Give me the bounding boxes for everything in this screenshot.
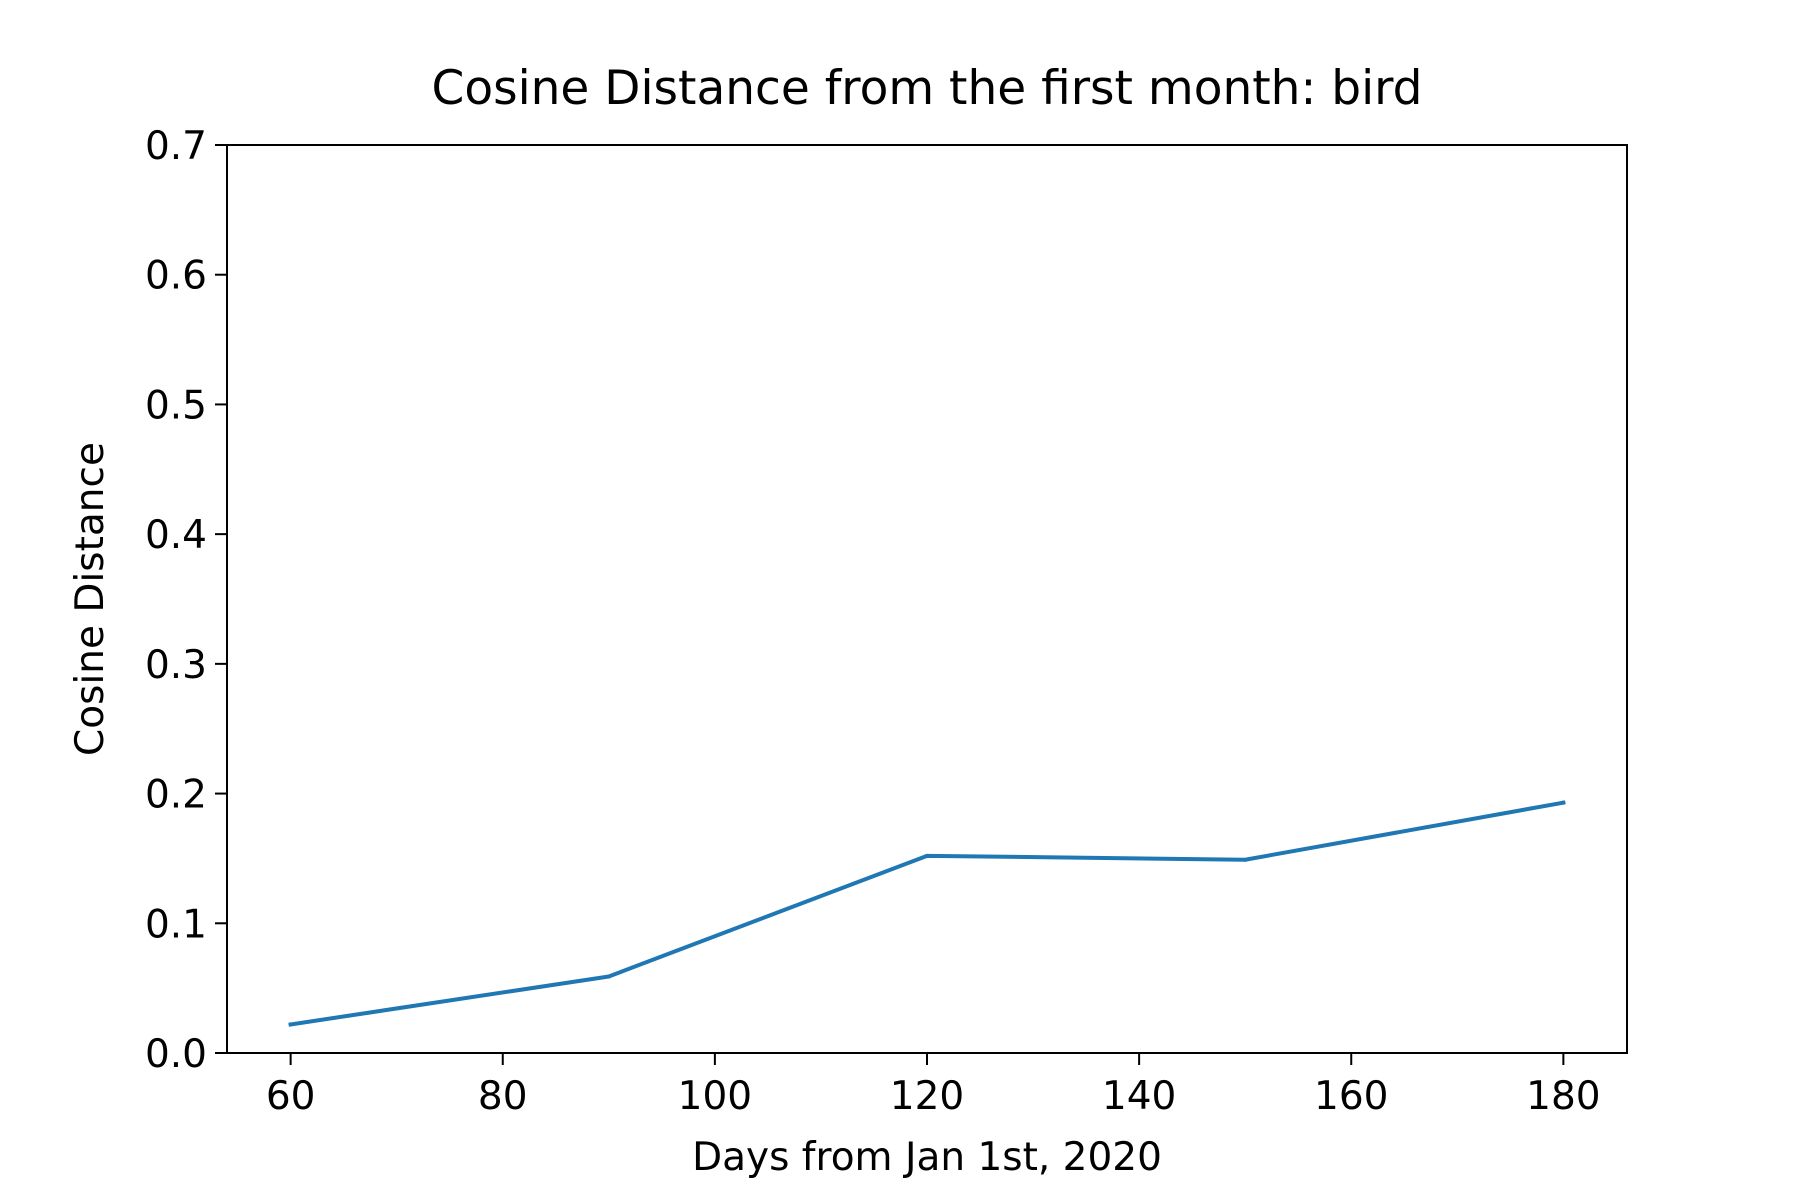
data-point — [1243, 857, 1248, 862]
y-tick-label: 0.3 — [145, 643, 207, 688]
plot-frame — [226, 144, 1628, 1054]
data-point — [925, 853, 929, 858]
y-tick-label: 0.1 — [145, 902, 207, 947]
chart-title: Cosine Distance from the first month: bi… — [432, 61, 1423, 116]
x-tick-label: 140 — [1102, 1074, 1176, 1119]
y-tick-label: 0.6 — [145, 254, 207, 299]
y-tick-label: 0.5 — [145, 383, 207, 428]
x-tick-label: 180 — [1526, 1074, 1600, 1119]
y-axis-label: Cosine Distance — [68, 442, 113, 756]
y-tick-label: 0.0 — [145, 1032, 207, 1077]
x-axis-label: Days from Jan 1st, 2020 — [692, 1135, 1162, 1180]
x-tick-label: 100 — [678, 1074, 752, 1119]
x-axis-ticks: 60 80 100 120 140 160 180 — [266, 1053, 1601, 1119]
y-tick-label: 0.7 — [145, 124, 207, 169]
y-tick-label: 0.2 — [145, 773, 207, 818]
x-tick-label: 80 — [478, 1074, 528, 1119]
y-tick-label: 0.4 — [145, 513, 207, 558]
data-point — [288, 1022, 293, 1027]
data-point — [1561, 800, 1566, 805]
x-tick-label: 60 — [266, 1074, 316, 1119]
y-axis-ticks: 0.0 0.1 0.2 0.3 0.4 0.5 0.6 0.7 — [145, 124, 227, 1077]
x-tick-label: 120 — [890, 1074, 964, 1119]
data-point — [606, 974, 611, 979]
series-layer — [288, 800, 1566, 1027]
x-tick-label: 160 — [1314, 1074, 1388, 1119]
